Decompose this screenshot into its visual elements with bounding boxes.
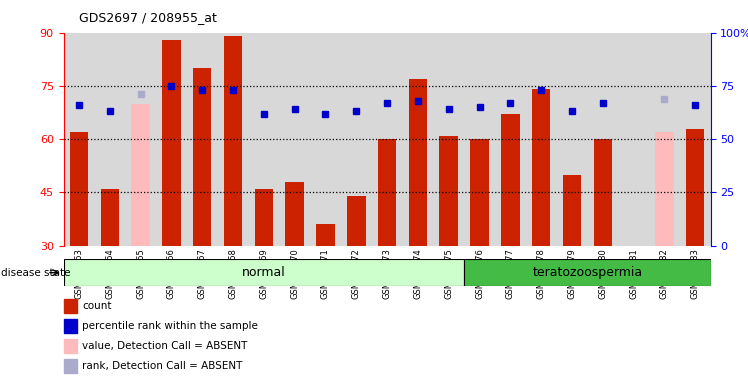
Bar bbox=[686, 129, 705, 246]
Text: count: count bbox=[82, 301, 111, 311]
Bar bbox=[649, 33, 680, 246]
Bar bbox=[440, 136, 458, 246]
Text: normal: normal bbox=[242, 266, 286, 279]
Bar bbox=[464, 259, 711, 286]
Text: rank, Detection Call = ABSENT: rank, Detection Call = ABSENT bbox=[82, 361, 242, 371]
Bar bbox=[254, 189, 273, 246]
Bar bbox=[532, 89, 551, 246]
Bar bbox=[156, 33, 187, 246]
Text: percentile rank within the sample: percentile rank within the sample bbox=[82, 321, 258, 331]
Bar bbox=[64, 33, 94, 246]
Bar bbox=[557, 33, 587, 246]
Bar bbox=[100, 189, 119, 246]
Bar bbox=[526, 33, 557, 246]
Bar bbox=[464, 33, 495, 246]
Bar bbox=[316, 224, 334, 246]
Bar bbox=[279, 33, 310, 246]
Text: value, Detection Call = ABSENT: value, Detection Call = ABSENT bbox=[82, 341, 248, 351]
Bar bbox=[593, 139, 612, 246]
Bar bbox=[248, 33, 279, 246]
Bar bbox=[402, 33, 433, 246]
Text: teratozoospermia: teratozoospermia bbox=[533, 266, 643, 279]
Bar bbox=[347, 196, 366, 246]
Bar bbox=[187, 33, 218, 246]
Bar bbox=[162, 40, 181, 246]
Bar bbox=[286, 182, 304, 246]
Bar bbox=[218, 33, 248, 246]
Bar bbox=[64, 259, 464, 286]
Bar bbox=[618, 33, 649, 246]
Bar bbox=[94, 33, 125, 246]
Text: disease state: disease state bbox=[1, 268, 70, 278]
Bar bbox=[125, 33, 156, 246]
Bar bbox=[680, 33, 711, 246]
Bar bbox=[70, 132, 88, 246]
Bar bbox=[372, 33, 402, 246]
Bar bbox=[655, 132, 674, 246]
Bar bbox=[470, 139, 488, 246]
Bar bbox=[495, 33, 526, 246]
Bar bbox=[341, 33, 372, 246]
Bar bbox=[132, 104, 150, 246]
Bar bbox=[433, 33, 464, 246]
Bar bbox=[562, 175, 581, 246]
Bar bbox=[224, 36, 242, 246]
Bar bbox=[378, 139, 396, 246]
Bar bbox=[408, 79, 427, 246]
Bar bbox=[587, 33, 618, 246]
Text: GDS2697 / 208955_at: GDS2697 / 208955_at bbox=[79, 12, 216, 25]
Bar bbox=[501, 114, 520, 246]
Bar bbox=[193, 68, 212, 246]
Bar bbox=[310, 33, 341, 246]
